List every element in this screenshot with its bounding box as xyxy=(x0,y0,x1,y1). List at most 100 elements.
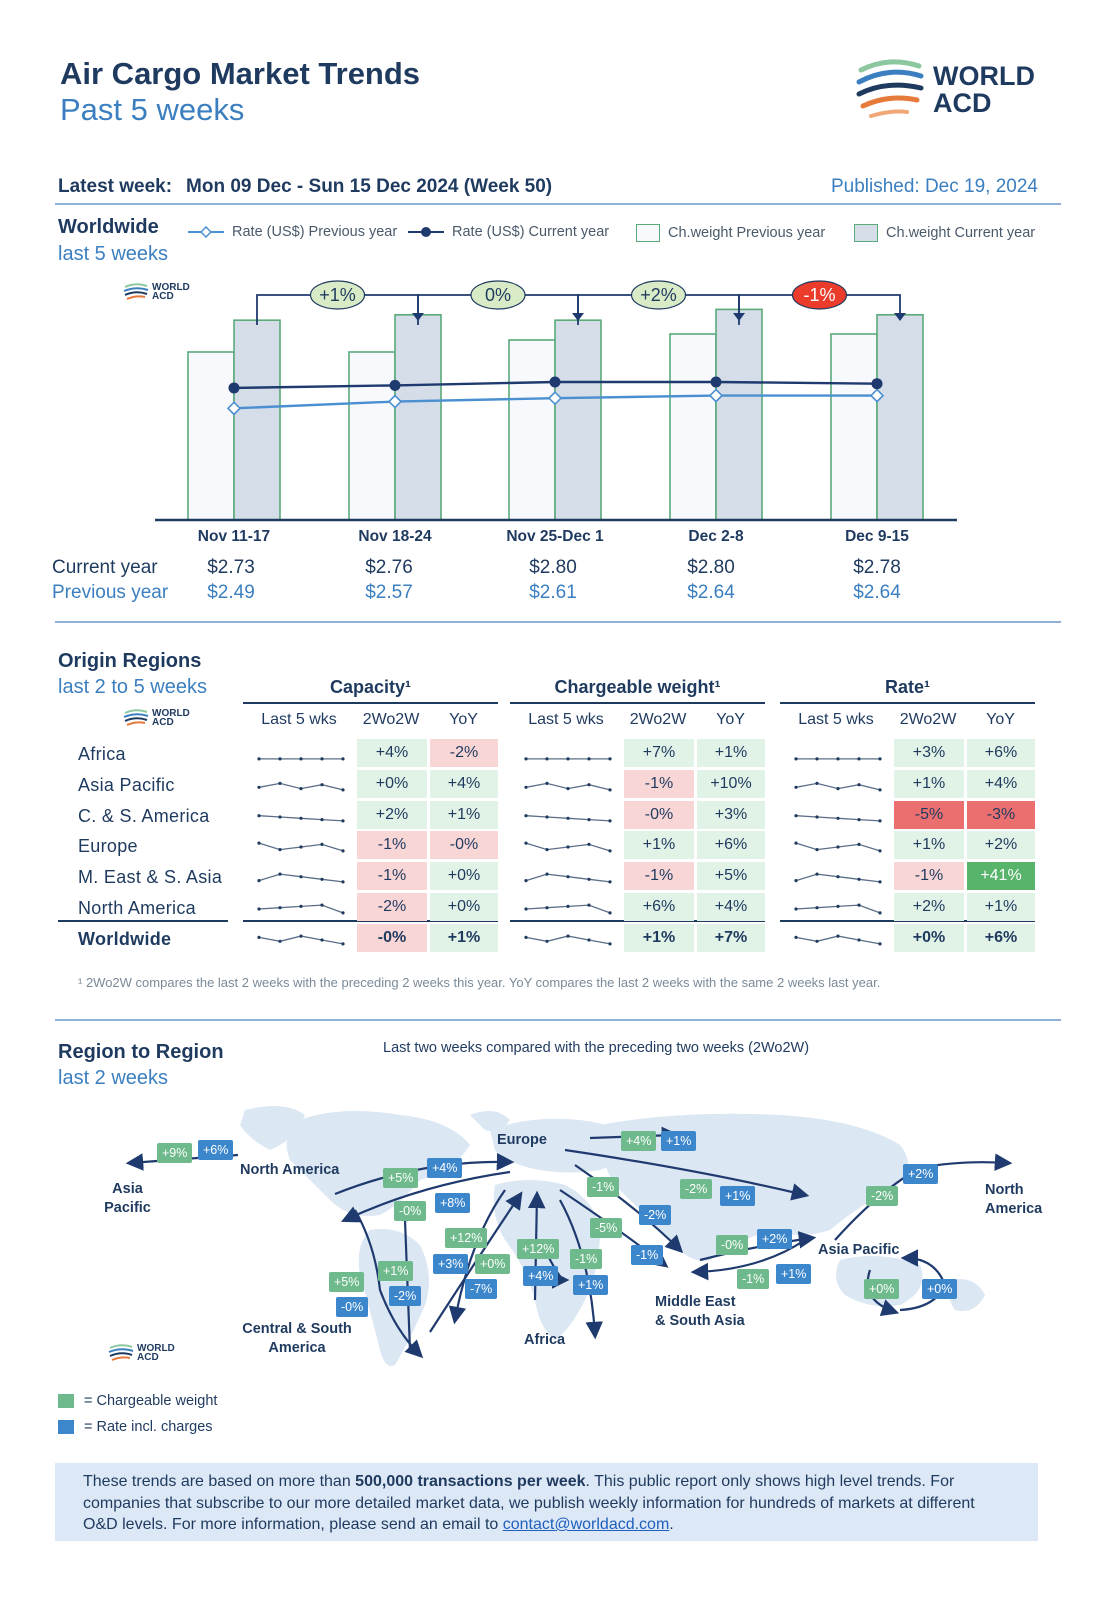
r2r-caption: Last two weeks compared with the precedi… xyxy=(383,1040,810,1056)
sparkline xyxy=(524,934,612,946)
change-bubble xyxy=(470,280,526,310)
sparkline xyxy=(524,781,612,792)
table-subheader: YoY xyxy=(986,711,1015,728)
table-subheader: 2Wo2W xyxy=(899,711,957,728)
table-cell-2wo2w: +1% xyxy=(624,924,694,952)
table-total-rule xyxy=(510,920,765,922)
sparkline xyxy=(794,781,882,792)
bar-cw-previous xyxy=(508,339,556,521)
sparkline xyxy=(794,872,882,884)
table-cell-2wo2w: +1% xyxy=(624,831,694,859)
worldacd-small-logo: WORLD ACD xyxy=(108,1343,175,1363)
region-label: North America xyxy=(78,898,196,918)
table-cell-2wo2w: +0% xyxy=(357,770,427,798)
change-label: +1% xyxy=(319,285,356,305)
logo-text-acd: ACD xyxy=(933,88,992,118)
sparkline xyxy=(257,903,345,915)
rate-current-value: $2.78 xyxy=(853,557,901,578)
point-rate-current xyxy=(710,376,722,388)
contact-email-link[interactable]: contact@worldacd.com xyxy=(502,1516,670,1533)
arrow-down-icon xyxy=(894,313,906,321)
table-cell-2wo2w: -1% xyxy=(624,862,694,890)
table-cell-yoy: -0% xyxy=(430,831,498,859)
table-cell-2wo2w: -2% xyxy=(357,893,427,921)
divider xyxy=(55,621,1061,623)
point-rate-current xyxy=(228,382,240,394)
table-cell-yoy: +4% xyxy=(430,770,498,798)
badge-weight: +5% xyxy=(329,1272,365,1292)
info-box: These trends are based on more than 500,… xyxy=(55,1463,1038,1541)
table-cell-2wo2w: -1% xyxy=(357,862,427,890)
change-bubble xyxy=(791,280,848,310)
key-rate: = Rate incl. charges xyxy=(58,1419,213,1435)
badge-rate: -2% xyxy=(639,1205,672,1225)
point-rate-current xyxy=(549,376,561,388)
table-total-rule xyxy=(58,920,228,922)
table-group-header: Chargeable weight¹ xyxy=(554,677,721,697)
table-cell-yoy: +5% xyxy=(697,862,765,890)
table-cell-2wo2w: -0% xyxy=(624,801,694,829)
rate-current-value: $2.80 xyxy=(529,557,577,578)
legend-cw-current: Ch.weight Current year xyxy=(854,224,1035,242)
badge-rate: +1% xyxy=(661,1131,697,1151)
origin-subtitle: last 2 to 5 weeks xyxy=(58,676,207,698)
point-rate-current xyxy=(389,379,401,391)
change-bubble xyxy=(309,280,366,310)
region-label: M. East & S. Asia xyxy=(78,867,223,887)
latest-week: Latest week: Mon 09 Dec - Sun 15 Dec 2024… xyxy=(58,176,552,198)
table-cell-2wo2w: -1% xyxy=(894,862,964,890)
rate-previous-value: $2.61 xyxy=(529,582,577,603)
legend-line-hollow-icon xyxy=(188,225,224,239)
divider xyxy=(55,1019,1061,1021)
table-cell-2wo2w: +0% xyxy=(894,924,964,952)
table-cell-2wo2w: -0% xyxy=(357,924,427,952)
table-cell-yoy: +41% xyxy=(967,862,1035,890)
badge-rate: -1% xyxy=(631,1245,664,1265)
worldacd-small-logo: WORLD ACD xyxy=(123,282,190,302)
sparkline xyxy=(524,841,612,853)
badge-rate: +2% xyxy=(903,1164,939,1184)
table-subheader: Last 5 wks xyxy=(798,711,874,728)
key-chargeable-weight: = Chargeable weight xyxy=(58,1393,217,1409)
badge-weight: +12% xyxy=(445,1228,488,1248)
table-cell-yoy: +4% xyxy=(697,893,765,921)
badge-weight: +9% xyxy=(157,1143,193,1163)
table-cell-yoy: +4% xyxy=(967,770,1035,798)
badge-weight: -2% xyxy=(866,1186,899,1206)
change-bubble xyxy=(630,280,687,310)
table-cell-2wo2w: +1% xyxy=(894,831,964,859)
badge-rate: +2% xyxy=(757,1229,793,1249)
table-header-rule xyxy=(780,702,1035,704)
bar-cw-previous xyxy=(348,351,396,521)
table-cell-2wo2w: +3% xyxy=(894,739,964,767)
table-cell-2wo2w: +2% xyxy=(894,893,964,921)
badge-rate: -2% xyxy=(389,1286,422,1306)
badge-weight: -1% xyxy=(737,1269,770,1289)
table-cell-2wo2w: +1% xyxy=(894,770,964,798)
table-cell-yoy: +7% xyxy=(697,924,765,952)
sparkline xyxy=(794,934,882,946)
map-label-north-america-right: North America xyxy=(985,1182,1043,1217)
badge-weight: -1% xyxy=(587,1177,620,1197)
sparkline xyxy=(794,814,882,823)
region-label: Asia Pacific xyxy=(78,775,175,795)
latest-week-label: Latest week: xyxy=(58,176,173,197)
badge-rate: +3% xyxy=(433,1254,469,1274)
bar-cw-current xyxy=(233,319,281,521)
table-subheader: Last 5 wks xyxy=(528,711,604,728)
green-swatch xyxy=(58,1394,74,1408)
map-label-central-south-america: Central & South America xyxy=(242,1321,352,1356)
sparkline xyxy=(794,757,882,761)
x-tick-label: Nov 25-Dec 1 xyxy=(506,528,604,545)
logo-text-world: WORLD xyxy=(933,61,1035,91)
table-total-rule xyxy=(780,920,1035,922)
x-tick-label: Dec 9-15 xyxy=(845,528,909,545)
badge-rate: -7% xyxy=(465,1279,498,1299)
badge-weight: +5% xyxy=(383,1168,419,1188)
change-label: -1% xyxy=(803,285,835,305)
badge-weight: +0% xyxy=(864,1279,900,1299)
table-cell-yoy: +2% xyxy=(967,831,1035,859)
map-label-middle-east-south-asia: Middle East & South Asia xyxy=(655,1294,745,1329)
sparkline xyxy=(257,781,345,792)
change-label: 0% xyxy=(485,285,511,305)
